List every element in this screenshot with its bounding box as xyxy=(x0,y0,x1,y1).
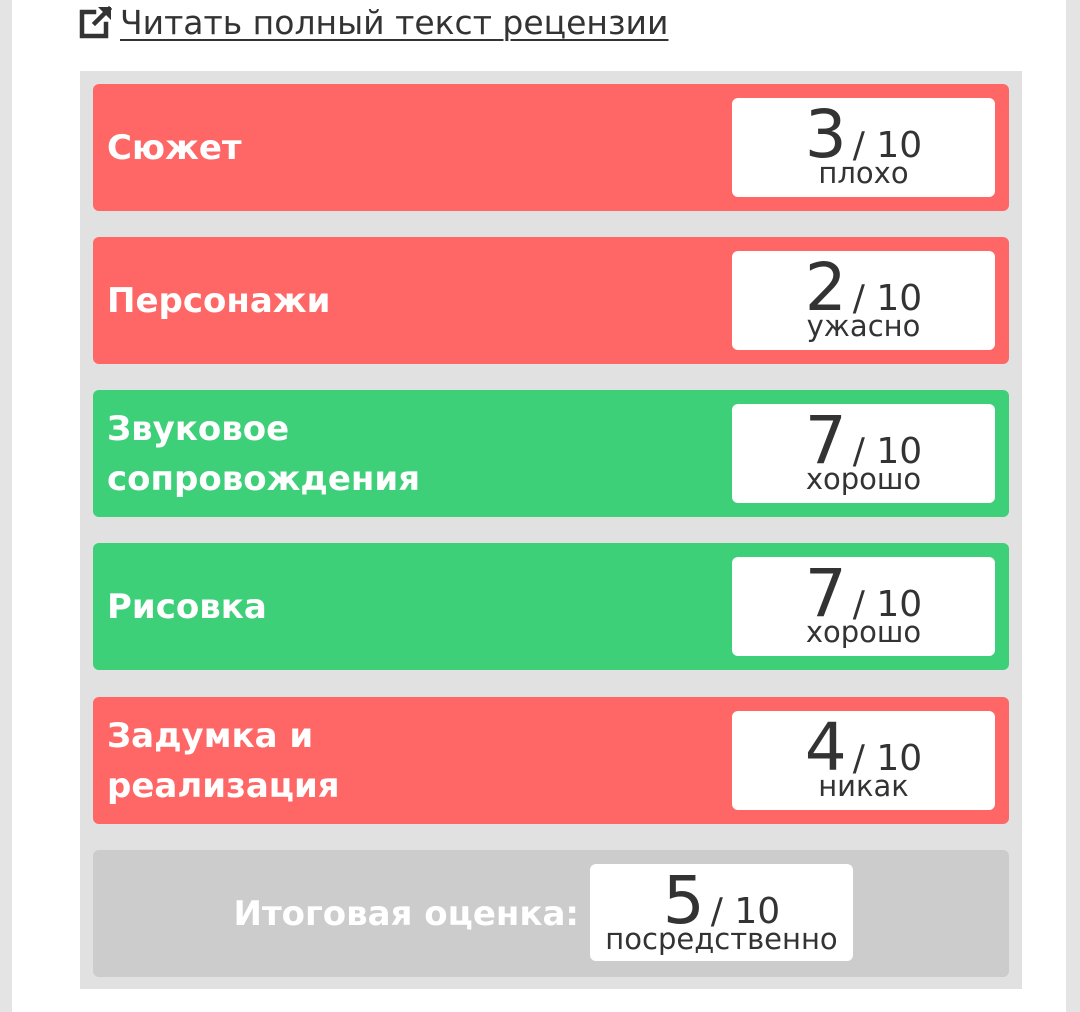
total-label: Итоговая оценка: xyxy=(233,893,580,934)
score-max: / 10 xyxy=(852,584,923,625)
score-verdict: никак xyxy=(818,769,909,803)
rating-row-plot: Сюжет 3/ 10 плохо xyxy=(93,84,1009,211)
external-link-icon xyxy=(79,5,113,39)
page: Читать полный текст рецензии Сюжет 3/ 10… xyxy=(12,0,1066,1012)
score-verdict: хорошо xyxy=(805,615,922,649)
rating-label: Звуковое сопровождения xyxy=(107,408,421,499)
score-verdict: ужасно xyxy=(806,309,921,343)
score-box: 2/ 10 ужасно xyxy=(732,251,995,350)
read-full-review-label: Читать полный текст рецензии xyxy=(120,2,669,42)
score-value: 7 xyxy=(804,402,847,479)
score-max: / 10 xyxy=(852,125,923,166)
rating-row-concept: Задумка и реализация 4/ 10 никак xyxy=(93,697,1009,824)
rating-label: Сюжет xyxy=(107,127,242,168)
score-box: 7/ 10 хорошо xyxy=(732,557,995,656)
rating-label: Рисовка xyxy=(107,586,267,627)
total-rating-row: Итоговая оценка: 5/ 10 посредственно xyxy=(93,850,1009,977)
total-score-value: 5 xyxy=(662,862,705,939)
rating-panel: Сюжет 3/ 10 плохо Персонажи 2/ 10 ужасно… xyxy=(80,71,1022,989)
score-box: 4/ 10 никак xyxy=(732,711,995,810)
total-score-box: 5/ 10 посредственно xyxy=(590,864,853,961)
rating-row-art: Рисовка 7/ 10 хорошо xyxy=(93,543,1009,670)
score-verdict: хорошо xyxy=(805,462,922,496)
score-box: 7/ 10 хорошо xyxy=(732,404,995,503)
rating-label: Задумка и реализация xyxy=(107,715,340,806)
score-max: / 10 xyxy=(852,738,923,779)
score-verdict: плохо xyxy=(818,156,909,190)
score-box: 3/ 10 плохо xyxy=(732,98,995,197)
rating-label: Персонажи xyxy=(107,280,331,321)
rating-row-sound: Звуковое сопровождения 7/ 10 хорошо xyxy=(93,390,1009,517)
score-max: / 10 xyxy=(852,431,923,472)
score-max: / 10 xyxy=(710,891,781,932)
rating-row-characters: Персонажи 2/ 10 ужасно xyxy=(93,237,1009,364)
score-value: 7 xyxy=(804,555,847,632)
score-value: 3 xyxy=(804,96,847,173)
total-verdict: посредственно xyxy=(605,922,838,956)
score-value: 2 xyxy=(804,249,847,326)
score-max: / 10 xyxy=(852,278,923,319)
read-full-review-link[interactable]: Читать полный текст рецензии xyxy=(78,0,668,44)
score-value: 4 xyxy=(804,709,847,786)
